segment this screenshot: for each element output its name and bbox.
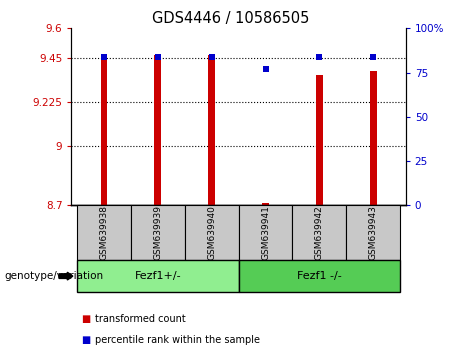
Point bbox=[316, 54, 323, 59]
Bar bbox=[100, 54, 107, 205]
Text: GSM639941: GSM639941 bbox=[261, 205, 270, 260]
Text: ■: ■ bbox=[81, 314, 90, 324]
Text: ■: ■ bbox=[81, 335, 90, 345]
Text: GSM639938: GSM639938 bbox=[99, 205, 108, 260]
Point bbox=[100, 54, 107, 59]
Point bbox=[262, 66, 269, 72]
Point bbox=[370, 54, 377, 59]
Bar bbox=[370, 70, 377, 205]
Bar bbox=[77, 260, 239, 292]
Bar bbox=[292, 205, 346, 260]
Bar bbox=[77, 205, 131, 260]
Text: GSM639940: GSM639940 bbox=[207, 205, 216, 260]
Text: GSM639939: GSM639939 bbox=[153, 205, 162, 260]
Bar bbox=[208, 55, 215, 205]
Bar bbox=[185, 205, 239, 260]
Text: GSM639942: GSM639942 bbox=[315, 205, 324, 260]
Bar bbox=[316, 75, 323, 205]
Text: percentile rank within the sample: percentile rank within the sample bbox=[95, 335, 260, 345]
Text: Fezf1+/-: Fezf1+/- bbox=[135, 271, 181, 281]
Bar bbox=[154, 55, 161, 205]
Point bbox=[154, 54, 161, 59]
Bar bbox=[262, 203, 269, 205]
Bar bbox=[239, 260, 400, 292]
Point bbox=[208, 54, 215, 59]
Text: GDS4446 / 10586505: GDS4446 / 10586505 bbox=[152, 11, 309, 25]
Text: genotype/variation: genotype/variation bbox=[5, 271, 104, 281]
Text: GSM639943: GSM639943 bbox=[369, 205, 378, 260]
Bar bbox=[131, 205, 185, 260]
Bar bbox=[239, 205, 292, 260]
Text: transformed count: transformed count bbox=[95, 314, 185, 324]
Text: Fezf1 -/-: Fezf1 -/- bbox=[297, 271, 342, 281]
Bar bbox=[346, 205, 400, 260]
